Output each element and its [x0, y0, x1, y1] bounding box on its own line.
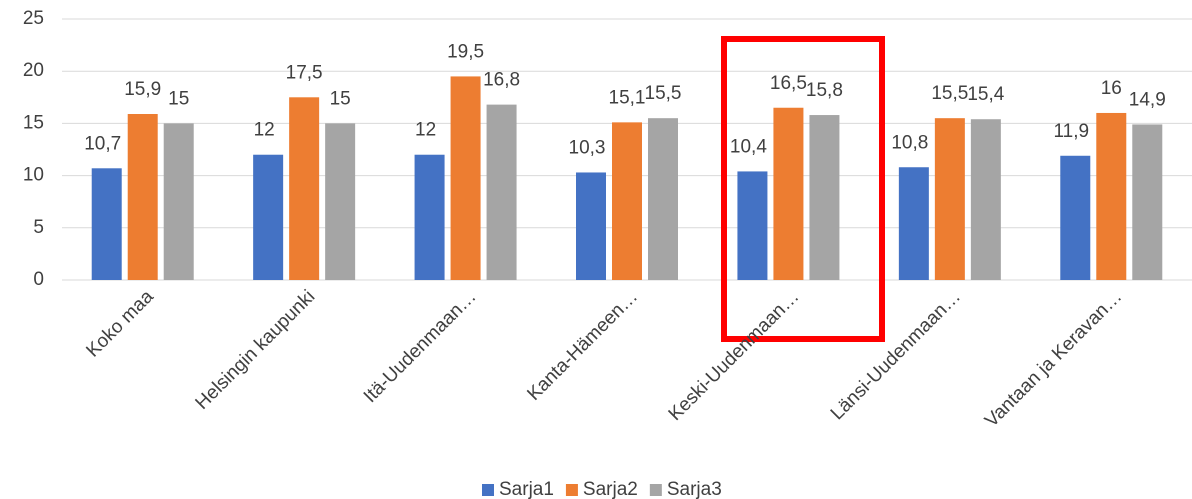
value-label: 16	[1101, 78, 1122, 99]
y-tick-label: 25	[23, 8, 44, 29]
value-label: 10,7	[84, 133, 121, 154]
value-label: 15,1	[609, 87, 646, 108]
y-tick-label: 10	[23, 165, 44, 186]
legend-swatch	[482, 484, 494, 496]
value-label: 14,9	[1129, 89, 1166, 110]
bar	[576, 172, 606, 280]
bar	[1096, 112, 1127, 281]
x-tick-label: Itä-Uudenmaan…	[360, 286, 481, 407]
bar	[91, 168, 122, 280]
value-label: 15,5	[645, 83, 682, 104]
value-label: 10,4	[730, 136, 767, 157]
x-tick-label: Koko maa	[82, 286, 158, 362]
x-tick-label: Keski-Uudenmaan…	[665, 286, 804, 425]
bar	[648, 118, 678, 281]
value-label: 10,3	[569, 137, 606, 158]
x-tick-label: Helsingin kaupunki	[192, 286, 320, 414]
legend-label: Sarja3	[667, 479, 722, 499]
value-label: 11,9	[1053, 121, 1089, 142]
bar	[450, 76, 481, 280]
value-label: 15	[168, 88, 189, 109]
y-tick-label: 15	[23, 112, 44, 133]
legend-label: Sarja1	[499, 479, 554, 499]
bar	[414, 154, 445, 280]
value-label: 16,5	[770, 73, 807, 94]
value-label: 12	[254, 120, 275, 141]
value-label: 15,9	[124, 79, 161, 100]
bar	[163, 123, 194, 281]
bar	[934, 118, 965, 281]
x-tick-label: Vantaan ja Keravan…	[981, 286, 1126, 431]
legend-label: Sarja2	[583, 479, 638, 499]
bar	[289, 97, 320, 280]
bar	[612, 122, 642, 280]
x-tick-label: Länsi-Uudenmaan…	[827, 286, 965, 424]
bar	[325, 123, 356, 281]
x-tick-label: Kanta-Hämeen…	[523, 286, 642, 405]
legend-swatch	[565, 484, 578, 496]
bar	[486, 104, 517, 280]
value-label: 15,8	[806, 80, 843, 101]
value-label: 15,5	[931, 83, 968, 104]
bar	[898, 167, 929, 280]
value-label: 15,4	[967, 84, 1004, 105]
value-label: 12	[415, 120, 436, 141]
highlight-box	[721, 36, 885, 342]
bar	[773, 107, 804, 281]
bar	[809, 115, 840, 280]
value-label: 15	[330, 88, 351, 109]
bar	[970, 119, 1001, 280]
bar	[737, 171, 768, 280]
legend-swatch	[649, 484, 662, 496]
bar	[253, 154, 284, 280]
y-tick-label: 5	[33, 217, 44, 238]
y-tick-label: 20	[23, 60, 44, 81]
value-label: 19,5	[447, 41, 484, 62]
value-label: 10,8	[891, 132, 928, 153]
bar	[1060, 155, 1091, 280]
value-label: 16,8	[483, 70, 520, 91]
bar	[127, 114, 158, 280]
y-tick-label: 0	[33, 269, 44, 290]
value-label: 17,5	[286, 62, 323, 83]
bar	[1132, 124, 1163, 280]
